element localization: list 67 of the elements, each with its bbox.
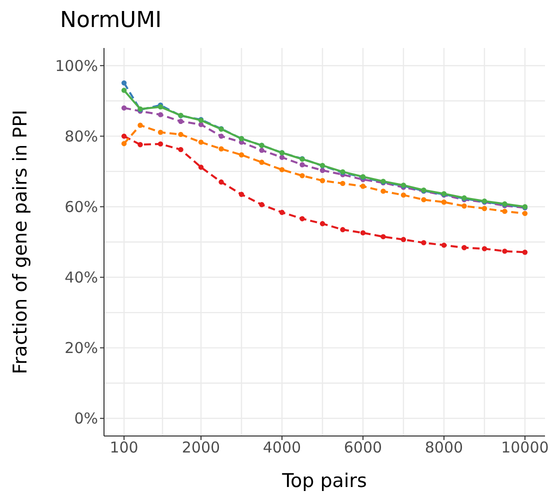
point xyxy=(462,245,467,250)
point xyxy=(380,188,386,194)
point xyxy=(462,203,467,209)
point xyxy=(441,242,447,248)
point xyxy=(121,88,127,93)
point xyxy=(502,248,508,254)
y-tick-label: 20% xyxy=(64,339,98,358)
chart-title: NormUMI xyxy=(60,8,162,33)
point xyxy=(158,141,164,147)
point xyxy=(121,80,127,86)
x-tick-label: 4000 xyxy=(262,438,302,457)
point xyxy=(259,202,264,208)
point xyxy=(300,173,305,178)
point xyxy=(421,240,426,246)
point xyxy=(218,146,224,152)
point xyxy=(158,112,164,118)
point xyxy=(178,146,184,152)
point xyxy=(138,122,143,128)
x-axis-title: Top pairs xyxy=(281,470,367,492)
x-tick-label: 6000 xyxy=(344,438,382,457)
point xyxy=(238,192,244,197)
point xyxy=(522,250,528,255)
point xyxy=(158,130,164,135)
point xyxy=(522,210,528,216)
point xyxy=(482,206,488,212)
point xyxy=(198,140,204,145)
y-tick-label: 60% xyxy=(64,198,98,216)
point xyxy=(218,134,224,139)
point xyxy=(198,164,204,170)
point xyxy=(340,180,346,186)
point xyxy=(279,210,285,215)
point xyxy=(121,105,127,111)
point xyxy=(400,192,406,198)
point xyxy=(279,154,285,160)
point xyxy=(300,162,305,168)
point xyxy=(138,142,143,148)
point xyxy=(279,167,285,172)
point xyxy=(340,227,346,232)
point xyxy=(482,246,488,252)
x-tick-label: 10000 xyxy=(501,438,549,457)
point xyxy=(121,140,127,146)
point xyxy=(238,152,244,158)
point xyxy=(259,160,264,165)
point xyxy=(421,197,426,202)
x-tick-label: 8000 xyxy=(424,438,464,457)
point xyxy=(320,168,326,173)
point xyxy=(218,179,224,185)
x-tick-label: 100 xyxy=(110,438,138,457)
point xyxy=(178,132,184,138)
point xyxy=(320,221,326,226)
point xyxy=(360,184,366,189)
y-tick-label: 40% xyxy=(64,268,98,287)
point xyxy=(380,234,386,240)
x-tick-label: 2000 xyxy=(182,438,220,457)
y-axis-title: Fraction of gene pairs in PPI xyxy=(10,110,32,374)
point xyxy=(178,118,184,124)
point xyxy=(259,148,264,153)
point xyxy=(121,134,127,139)
y-tick-label: 0% xyxy=(74,410,98,428)
y-tick-label: 100% xyxy=(55,56,98,75)
point xyxy=(360,230,366,236)
point xyxy=(502,208,508,214)
point xyxy=(441,200,447,205)
point xyxy=(320,178,326,184)
point xyxy=(400,236,406,242)
y-tick-label: 80% xyxy=(64,128,98,146)
point xyxy=(300,216,305,222)
